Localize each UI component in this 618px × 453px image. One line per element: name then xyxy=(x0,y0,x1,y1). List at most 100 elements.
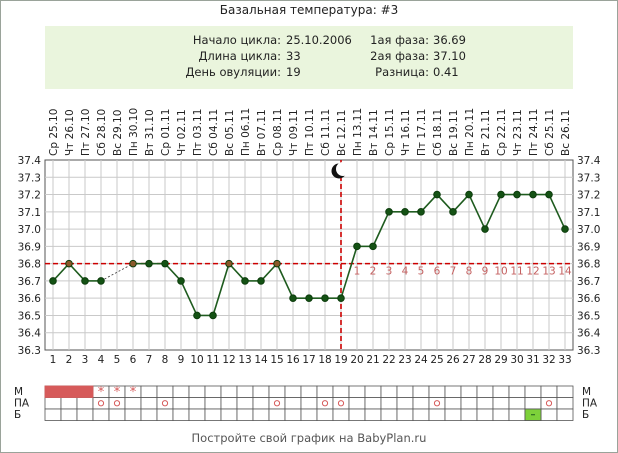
y-tick-label-right: 36.4 xyxy=(577,328,601,340)
date-label: Вт 21.11 xyxy=(480,109,492,156)
dry-row-cell xyxy=(556,408,574,421)
cycle-length-label: Длина цикла: xyxy=(198,49,281,63)
temperature-segment xyxy=(52,263,70,282)
dry-row-cell xyxy=(92,408,110,421)
temperature-point xyxy=(241,277,249,285)
y-tick-label-right: 37.2 xyxy=(577,190,600,202)
difference-value: 0.41 xyxy=(433,65,459,79)
cervical-fluid-row-cell xyxy=(476,397,494,410)
temperature-segment xyxy=(484,194,502,230)
menses-row-cell xyxy=(556,385,574,398)
cycle-start-label: Начало цикла: xyxy=(192,33,281,47)
menses-mark xyxy=(60,385,78,398)
phase2-day-number: 10 xyxy=(494,266,507,278)
date-label: Пн 06.11 xyxy=(240,108,252,156)
cervical-fluid-row-cell xyxy=(444,397,462,410)
y-tick-label-left: 36.5 xyxy=(18,310,41,322)
date-label: Сб 28.10 xyxy=(96,109,108,156)
y-tick-label-right: 36.9 xyxy=(577,241,600,253)
temperature-segment xyxy=(68,263,86,282)
cervical-fluid-row-cell xyxy=(396,397,414,410)
dry-row-cell xyxy=(300,408,318,421)
day-number: 18 xyxy=(318,354,331,366)
phase2-day-number: 8 xyxy=(466,266,473,278)
day-number: 21 xyxy=(366,354,379,366)
day-number: 9 xyxy=(178,354,185,366)
date-label: Сб 25.11 xyxy=(544,109,556,156)
cervical-fluid-row-cell xyxy=(412,397,430,410)
y-tick-label-left: 37.4 xyxy=(18,155,42,167)
phase2-day-number: 12 xyxy=(526,266,539,278)
date-label: Ср 25.10 xyxy=(48,109,60,156)
y-tick-label-left: 37.0 xyxy=(18,224,41,236)
dry-row-cell xyxy=(364,408,382,421)
temperature-point xyxy=(353,242,361,251)
menses-row-cell xyxy=(476,385,494,398)
phase2-day-number: 2 xyxy=(370,266,377,278)
day-number: 31 xyxy=(526,354,539,366)
temperature-point xyxy=(289,294,297,302)
day-number: 14 xyxy=(254,354,268,366)
temperature-point xyxy=(481,225,489,233)
date-label: Чт 16.11 xyxy=(400,109,412,156)
ovulation-day-label: День овуляции: xyxy=(185,65,281,79)
pa-mark xyxy=(161,400,169,407)
menses-row-cell xyxy=(172,385,190,398)
day-number: 24 xyxy=(414,354,428,366)
menses-row-cell xyxy=(252,385,270,398)
day-number: 20 xyxy=(350,354,363,366)
pa-mark xyxy=(545,400,553,407)
menses-row-cell xyxy=(460,385,478,398)
cervical-fluid-row-cell xyxy=(284,397,302,410)
row-label-right: ПА xyxy=(582,398,598,410)
pa-mark xyxy=(321,400,329,407)
pa-mark xyxy=(337,400,345,407)
day-number: 33 xyxy=(558,354,571,366)
temperature-point xyxy=(417,208,425,216)
menses-row-cell xyxy=(188,385,206,398)
day-number: 10 xyxy=(190,354,203,366)
cervical-fluid-row-cell xyxy=(140,397,158,410)
date-label: Вс 12.11 xyxy=(336,110,348,156)
menses-mark xyxy=(76,385,94,398)
temperature-point xyxy=(273,259,281,268)
cervical-fluid-row-cell xyxy=(236,397,254,410)
dry-row-cell xyxy=(284,408,302,421)
day-number: 7 xyxy=(146,354,153,366)
temperature-point xyxy=(225,259,233,268)
phase2-day-number: 14 xyxy=(558,266,572,278)
menses-row-cell xyxy=(444,385,462,398)
ovulation-day-value: 19 xyxy=(286,65,301,79)
temperature-point xyxy=(401,208,409,216)
date-label: Вт 07.11 xyxy=(256,109,268,156)
difference-label: Разница: xyxy=(375,65,429,79)
temperature-point xyxy=(305,294,313,302)
row-label-right: М xyxy=(582,386,591,398)
cervical-fluid-row-cell xyxy=(556,397,574,410)
temperature-point xyxy=(545,190,553,199)
cervical-fluid-row-cell xyxy=(156,397,174,410)
date-label: Чт 26.10 xyxy=(64,109,76,156)
y-tick-label-left: 36.4 xyxy=(18,328,42,340)
y-tick-label-right: 36.8 xyxy=(577,259,600,271)
cervical-fluid-row-cell xyxy=(300,397,318,410)
temperature-segment xyxy=(260,263,278,282)
day-number: 17 xyxy=(302,354,315,366)
dry-row-cell xyxy=(508,408,526,421)
date-label: Вс 05.11 xyxy=(224,110,236,156)
temperature-point xyxy=(497,190,505,199)
cycle-start-value: 25.10.2006 xyxy=(286,33,352,47)
dry-row-cell xyxy=(140,408,158,421)
cervical-fluid-row-cell xyxy=(204,397,222,410)
date-label: Ср 22.11 xyxy=(496,109,508,156)
y-tick-label-right: 36.6 xyxy=(577,293,601,305)
footer-link[interactable]: Постройте свой график на BabyPlan.ru xyxy=(191,431,427,445)
menses-row-cell xyxy=(348,385,366,398)
date-label: Вс 29.10 xyxy=(112,110,124,156)
menses-row-cell xyxy=(380,385,398,398)
crescent-moon-icon xyxy=(331,162,350,179)
moon-cut xyxy=(336,162,350,176)
y-tick-label-left: 36.6 xyxy=(18,293,42,305)
cervical-fluid-row-cell xyxy=(364,397,382,410)
menses-row-cell xyxy=(396,385,414,398)
